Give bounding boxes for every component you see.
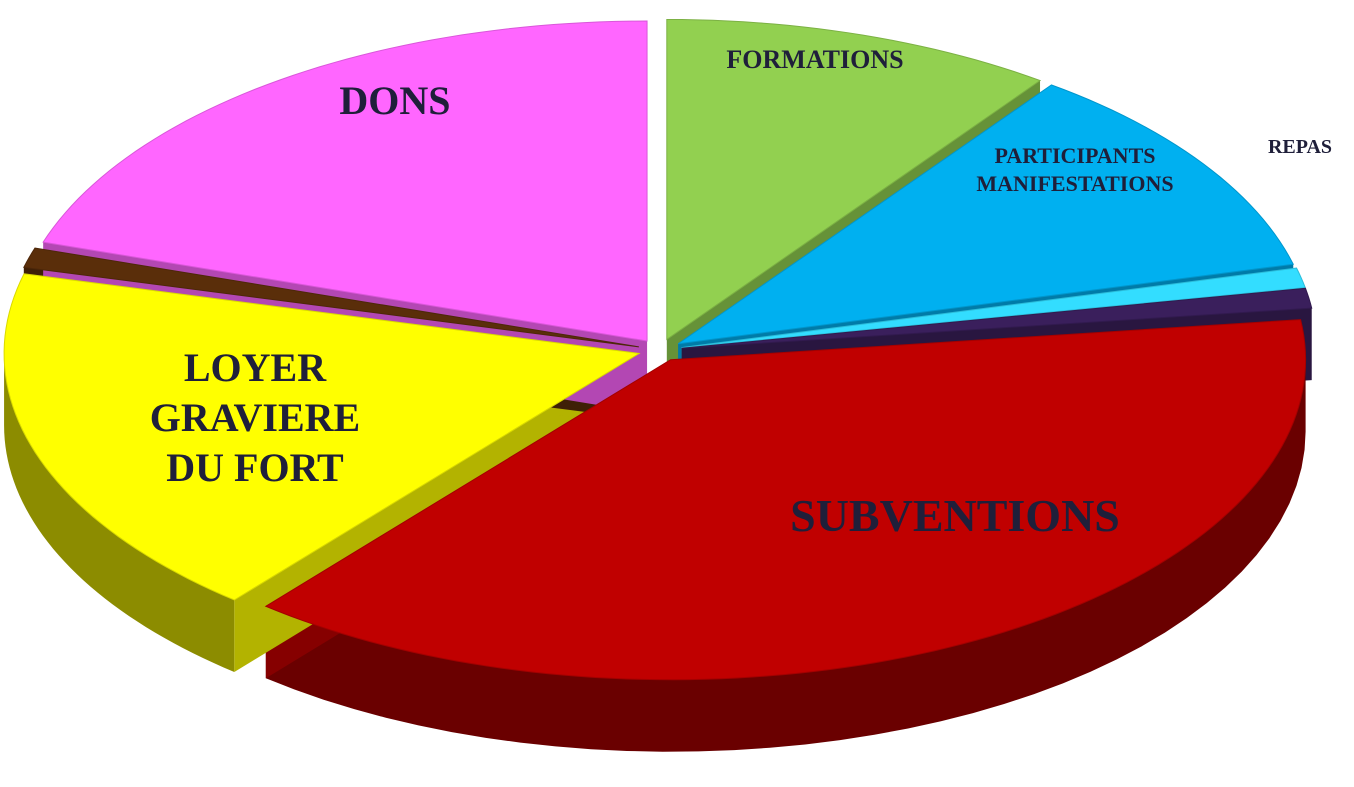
label-line: PARTICIPANTS: [995, 143, 1156, 168]
label-line: MANIFESTATIONS: [976, 171, 1173, 196]
slice-label: REPAS: [1268, 136, 1332, 158]
label-line: GRAVIERE: [150, 395, 360, 440]
slice-label: DONS: [339, 78, 450, 123]
slice: [3, 273, 641, 601]
slice-side: [4, 353, 235, 672]
label-line: DU FORT: [166, 445, 344, 490]
slice-label: PARTICIPANTS MANIFESTATIONS: [976, 143, 1173, 196]
slice: [42, 20, 648, 342]
slice: [681, 287, 1313, 349]
label-line: FORMATIONS: [726, 45, 903, 74]
slice-label: SUBVENTIONS: [790, 490, 1120, 541]
slice: [677, 84, 1295, 345]
slice: [666, 18, 1042, 341]
label-line: DONS: [339, 78, 450, 123]
slice: [264, 319, 1307, 681]
pie-tops: [3, 18, 1313, 681]
slice-side: [265, 359, 1306, 752]
slice-label: FORMATIONS: [726, 45, 903, 74]
label-line: LOYER: [184, 345, 327, 390]
slice-label: LOYER GRAVIERE DU FORT: [150, 345, 360, 490]
slice: [681, 267, 1306, 349]
slice: [23, 247, 639, 348]
label-line: SUBVENTIONS: [790, 490, 1120, 541]
label-line: REPAS: [1268, 136, 1332, 158]
